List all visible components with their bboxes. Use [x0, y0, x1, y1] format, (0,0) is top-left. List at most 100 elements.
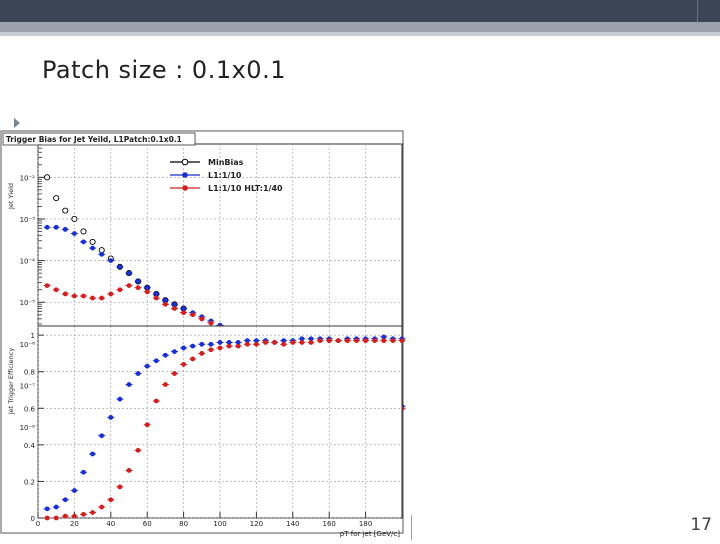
- bottom-series-point: [53, 515, 59, 521]
- bottom-series-point: [181, 362, 187, 367]
- bottom-series-point: [226, 340, 232, 345]
- top-ytick-label: 10⁻²: [20, 174, 36, 182]
- minbias-point: [71, 215, 78, 223]
- bottom-series-point: [181, 345, 187, 351]
- top-panel-title-box: [2, 132, 196, 146]
- bottom-series-point: [354, 338, 359, 344]
- top-series-point: [117, 287, 123, 293]
- top-series-point: [90, 295, 95, 301]
- top-series-point: [181, 310, 187, 316]
- bottom-xtick-label: 140: [286, 520, 299, 528]
- legend-label: L1:1/10: [208, 171, 242, 180]
- minbias-point: [62, 207, 69, 214]
- bottom-series-point: [90, 451, 95, 457]
- bottom-series-point: [363, 338, 368, 344]
- bottom-series-point: [244, 338, 250, 344]
- bottom-ytick-label: 0.6: [24, 405, 36, 413]
- top-series-point: [163, 297, 168, 303]
- slide-number: 17: [690, 515, 712, 535]
- top-series-point: [99, 251, 105, 257]
- top-series-point: [44, 224, 50, 230]
- top-series-point: [190, 312, 196, 318]
- top-series-point: [181, 306, 187, 311]
- top-panel-title: Trigger Bias for Jet Yeild, L1Patch:0.1x…: [6, 135, 182, 144]
- bottom-series-point: [62, 513, 68, 519]
- header-corner: [697, 0, 720, 22]
- legend-marker: [182, 172, 188, 178]
- top-series-point: [208, 320, 214, 326]
- bottom-series-point: [53, 504, 59, 510]
- bottom-series-point: [308, 340, 314, 345]
- bottom-series-point: [208, 347, 214, 353]
- header-bar: [0, 0, 720, 22]
- bottom-series-point: [235, 343, 241, 349]
- bottom-series-point: [199, 341, 205, 347]
- bottom-ytick-label: 0.4: [24, 442, 36, 450]
- bottom-series-point: [290, 340, 296, 345]
- top-series-point: [53, 224, 59, 230]
- bottom-series-point: [381, 334, 387, 340]
- bottom-series-point: [81, 511, 86, 517]
- bottom-xtick-label: 20: [70, 520, 79, 528]
- legend-marker: [182, 185, 188, 191]
- minbias-point: [44, 174, 51, 181]
- top-series-point: [53, 287, 59, 293]
- bottom-series-point: [144, 422, 150, 428]
- top-series-point: [108, 258, 114, 264]
- bottom-series-point: [126, 468, 132, 473]
- bottom-series-point: [299, 336, 305, 342]
- bottom-ytick-label: 1: [31, 332, 35, 340]
- minbias-point: [53, 195, 60, 202]
- top-series-point: [135, 279, 141, 284]
- bottom-ylabel: Jet Trigger Efficiency: [7, 348, 15, 415]
- bottom-series-point: [281, 338, 287, 344]
- bottom-series-point: [254, 341, 259, 347]
- footer-divider: [411, 515, 412, 540]
- bottom-series-point: [108, 415, 114, 420]
- top-series-point: [81, 293, 86, 299]
- bottom-series-point: [190, 343, 196, 349]
- bottom-series-point: [254, 338, 259, 344]
- bottom-series-point: [263, 340, 268, 345]
- bottom-ytick-label: 0.8: [24, 369, 35, 377]
- bottom-series-point: [172, 349, 177, 354]
- bottom-series-point: [108, 497, 114, 503]
- bottom-series-point: [72, 488, 77, 493]
- top-ytick-label: 10⁻⁵: [20, 299, 36, 307]
- bottom-xtick-label: 60: [143, 520, 152, 528]
- bottom-xtick-label: 180: [359, 520, 372, 528]
- top-ytick-label: 10⁻⁸: [20, 424, 36, 432]
- bottom-series-point: [153, 358, 159, 364]
- top-series-point: [153, 295, 159, 301]
- bottom-ytick-label: 0.2: [24, 478, 35, 486]
- top-series-point: [44, 283, 50, 288]
- bottom-series-point: [226, 343, 232, 349]
- chart-area: Trigger Bias for Jet Yeild, L1Patch:0.1x…: [0, 126, 410, 540]
- bottom-series-point: [99, 433, 105, 439]
- top-series-point: [90, 245, 95, 251]
- bottom-ytick-label: 0: [31, 515, 35, 523]
- bottom-xtick-label: 80: [179, 520, 188, 528]
- top-series-point: [117, 264, 123, 270]
- bottom-series-point: [44, 515, 50, 521]
- bottom-series-point: [390, 338, 396, 344]
- bottom-series-point: [62, 497, 68, 503]
- bottom-series-point: [144, 363, 150, 369]
- bottom-xtick-label: 160: [323, 520, 336, 528]
- top-ylabel: Jet Yield: [7, 183, 15, 210]
- top-series-point: [144, 285, 150, 291]
- top-ytick-label: 10⁻⁴: [20, 258, 36, 266]
- bottom-series-point: [208, 341, 214, 347]
- bottom-series-point: [163, 352, 168, 358]
- bottom-series-point: [308, 336, 314, 342]
- bottom-xtick-label: 100: [213, 520, 226, 528]
- top-ytick-label: 10⁻⁷: [20, 383, 36, 391]
- bottom-xtick-label: 0: [36, 520, 40, 528]
- trigger-bias-chart: Trigger Bias for Jet Yeild, L1Patch:0.1x…: [0, 130, 406, 538]
- bottom-xlabel: pT for jet [GeV/c]: [340, 530, 400, 538]
- bottom-series-point: [244, 341, 250, 347]
- bottom-series-point: [272, 340, 277, 345]
- top-series-point: [62, 226, 68, 232]
- top-series-point: [172, 301, 177, 307]
- top-series-point: [126, 283, 132, 288]
